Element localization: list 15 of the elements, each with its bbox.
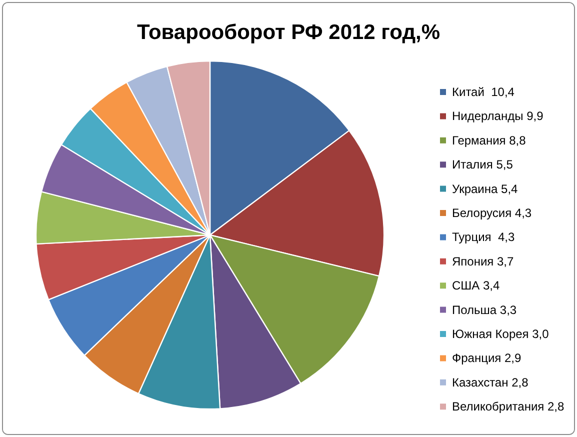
- legend-label: Великобритания 2,8: [452, 400, 564, 414]
- legend-label: Турция 4,3: [452, 230, 515, 244]
- legend-label: Франция 2,9: [452, 351, 522, 366]
- legend-label: Казахстан 2,8: [452, 375, 529, 390]
- legend-label: США 3,4: [452, 278, 500, 293]
- legend-label: Южная Корея 3,0: [452, 327, 550, 341]
- legend-label: Украина 5,4: [452, 182, 518, 196]
- legend-label: Германия 8,8: [452, 133, 526, 148]
- legend-label: Италия 5,5: [452, 158, 514, 172]
- legend-label: Белорусия 4,3: [452, 206, 532, 220]
- chart-title: Товарооборот РФ 2012 год,%: [136, 21, 440, 44]
- legend-label: Нидерланды 9,9: [452, 109, 544, 124]
- legend-label: Китай 10,4: [452, 85, 515, 99]
- legend-label: Польша 3,3: [452, 302, 517, 317]
- legend-label: Япония 3,7: [452, 254, 514, 268]
